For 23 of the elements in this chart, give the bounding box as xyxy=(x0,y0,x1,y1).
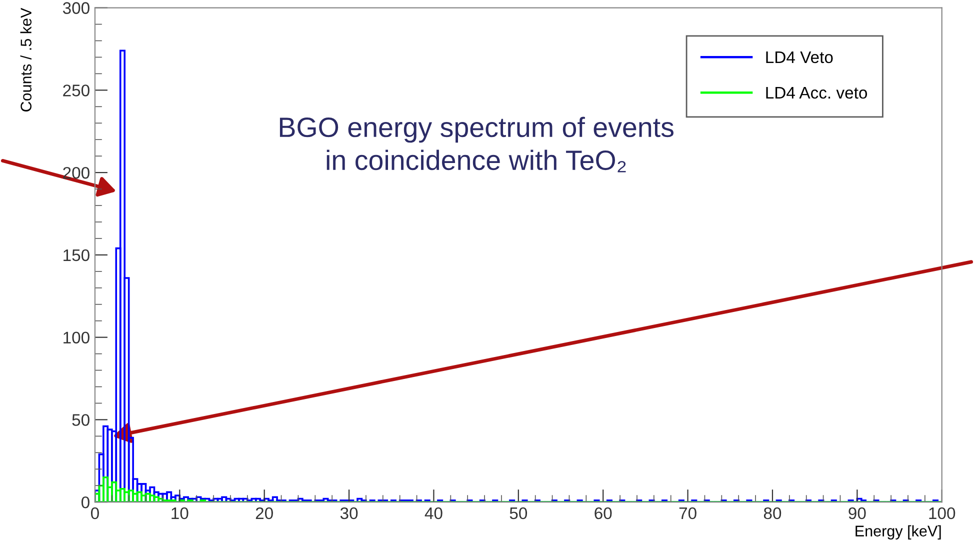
x-tick-label: 70 xyxy=(679,507,696,520)
y-axis-title: Counts / .5 keV xyxy=(20,8,32,112)
y-tick-label: 0 xyxy=(81,496,90,508)
y-tick-label: 300 xyxy=(62,2,90,14)
legend-label: LD4 Acc. veto xyxy=(766,87,868,99)
x-tick-label: 90 xyxy=(848,507,866,520)
legend-label: LD4 Veto xyxy=(766,52,833,64)
y-tick-label: 100 xyxy=(64,332,90,344)
y-tick-label: 200 xyxy=(63,166,90,179)
x-tick-label: 10 xyxy=(172,507,188,520)
x-tick-label: 80 xyxy=(764,507,782,520)
x-tick-label: 40 xyxy=(424,507,442,520)
y-tick-label: 250 xyxy=(63,84,90,96)
annotation: BGO energy spectrum of events in coincidence with TeO₂ xyxy=(280,116,674,172)
x-tick-label: 20 xyxy=(256,507,273,520)
x-tick-label: 0 xyxy=(90,507,99,520)
x-tick-label: 30 xyxy=(340,507,358,520)
x-axis-title: Energy [keV] xyxy=(856,525,941,540)
x-tick-label: 50 xyxy=(510,507,528,520)
x-tick-label: 100 xyxy=(929,507,956,520)
y-tick-label: 150 xyxy=(64,249,90,262)
x-tick-label: 60 xyxy=(594,507,612,520)
y-tick-label: 50 xyxy=(72,414,90,426)
